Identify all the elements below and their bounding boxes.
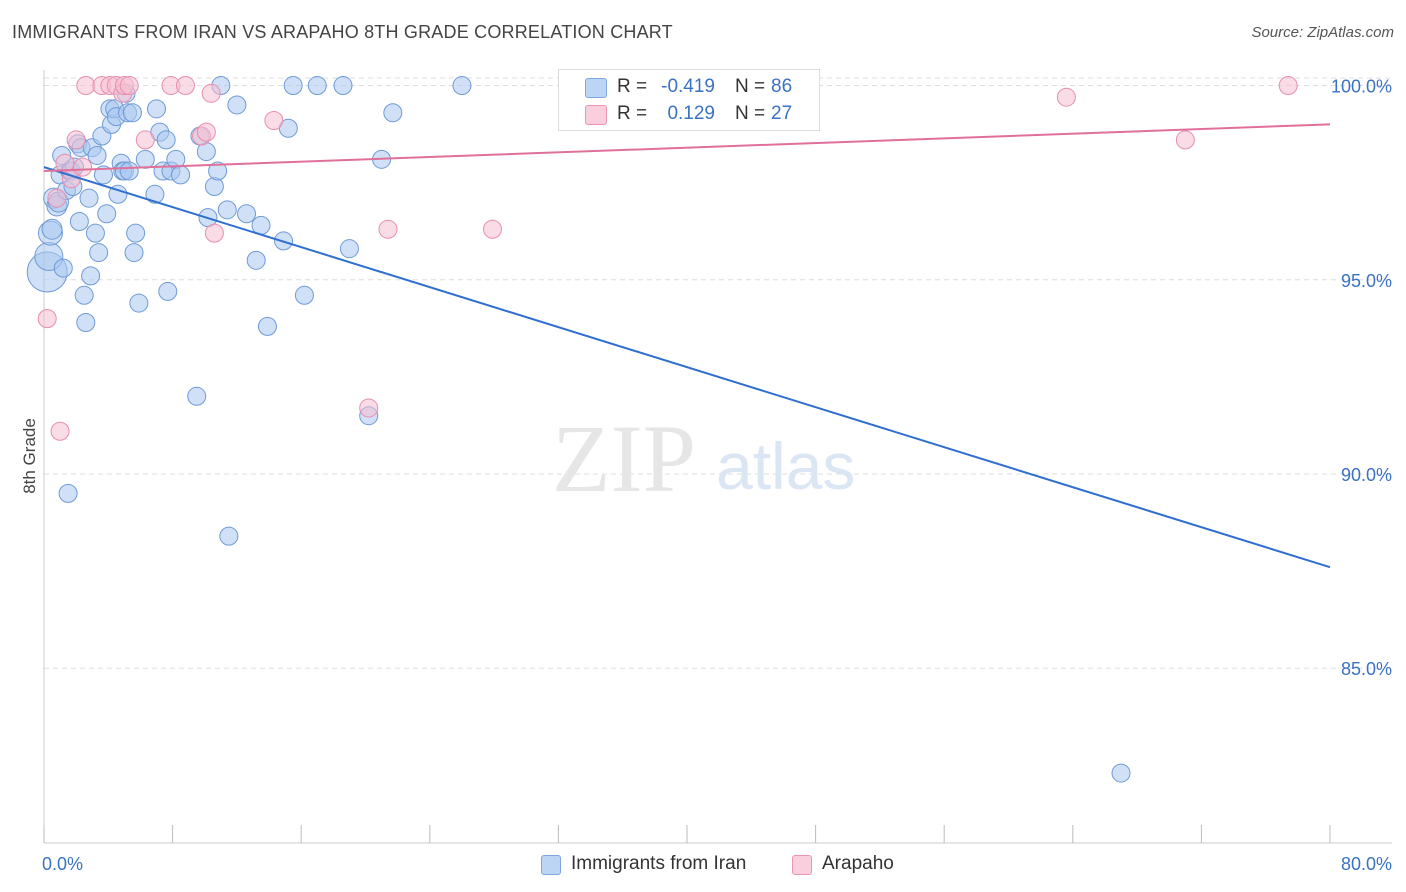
data-point	[208, 161, 228, 181]
data-point	[37, 309, 57, 329]
series-legend-swatch-blue	[541, 855, 561, 875]
data-point	[87, 145, 107, 165]
y-axis-title: 8th Grade	[20, 418, 39, 494]
data-point	[135, 130, 155, 150]
data-point	[79, 188, 99, 208]
legend-swatch-pink	[585, 105, 607, 125]
data-point	[93, 165, 113, 185]
data-point	[264, 110, 284, 130]
data-point	[1278, 76, 1298, 96]
legend-n-value: 86	[771, 76, 793, 97]
series-immigrants-from-iran	[26, 76, 1131, 783]
data-point	[129, 293, 149, 313]
legend-n-value: 27	[771, 103, 793, 124]
x-tick-label: 80.0%	[1341, 854, 1392, 874]
data-point	[237, 204, 257, 224]
series-legend: Immigrants from Iran Arapaho	[0, 852, 1406, 878]
data-point	[158, 281, 178, 301]
grid-lines	[44, 77, 1392, 669]
data-point	[217, 200, 237, 220]
data-point	[145, 184, 165, 204]
data-point	[108, 184, 128, 204]
legend-r-label: R =	[617, 76, 648, 97]
tick-labels: 85.0% 90.0% 95.0% 100.0% 0.0% 80.0%	[42, 77, 1392, 874]
data-point	[47, 188, 67, 208]
data-point	[74, 285, 94, 305]
source-note: Source: ZipAtlas.com	[1251, 24, 1394, 41]
data-point	[196, 122, 216, 142]
trend-lines	[43, 123, 1331, 569]
legend-n-label: N =	[735, 76, 766, 97]
data-point	[85, 223, 105, 243]
data-point	[122, 103, 142, 123]
y-tick-label: 100.0%	[1331, 77, 1392, 97]
watermark: ZIP atlas	[552, 405, 855, 512]
y-tick-label: 95.0%	[1341, 271, 1392, 291]
data-point	[89, 243, 109, 263]
trend-line-iran	[43, 166, 1331, 569]
data-point	[204, 177, 224, 197]
data-point	[171, 165, 191, 185]
data-point	[1111, 763, 1131, 783]
data-point	[66, 130, 86, 150]
data-point	[58, 483, 78, 503]
data-point	[187, 386, 207, 406]
data-point	[81, 266, 101, 286]
data-point	[333, 76, 353, 96]
legend-n-label: N =	[735, 103, 766, 124]
data-point	[201, 83, 221, 103]
data-point	[219, 526, 239, 546]
series-legend-label: Immigrants from Iran	[571, 853, 747, 874]
x-tick-label: 0.0%	[42, 854, 83, 874]
data-point	[383, 103, 403, 123]
data-point	[126, 223, 146, 243]
data-point	[339, 239, 359, 259]
data-point	[1056, 87, 1076, 107]
data-point	[73, 157, 93, 177]
watermark-zip: ZIP	[552, 405, 696, 512]
data-point	[147, 99, 167, 119]
data-point	[378, 219, 398, 239]
series-legend-swatch-pink	[792, 855, 812, 875]
data-point	[119, 161, 139, 181]
data-point	[482, 219, 502, 239]
data-point	[53, 258, 73, 278]
y-tick-label: 85.0%	[1341, 659, 1392, 679]
data-point	[204, 223, 224, 243]
data-point	[76, 76, 96, 96]
data-point	[69, 211, 89, 231]
chart-title: IMMIGRANTS FROM IRAN VS ARAPAHO 8TH GRAD…	[12, 22, 673, 42]
data-point	[307, 76, 327, 96]
data-point	[257, 316, 277, 336]
legend-r-value: 0.129	[667, 103, 715, 124]
legend-r-value: -0.419	[661, 76, 715, 97]
data-point	[41, 218, 63, 240]
y-tick-label: 90.0%	[1341, 465, 1392, 485]
data-point	[135, 149, 155, 169]
legend-swatch-blue	[585, 78, 607, 98]
data-point	[119, 76, 139, 96]
data-point	[359, 398, 379, 418]
data-point	[156, 130, 176, 150]
data-point	[452, 76, 472, 96]
data-point	[76, 312, 96, 332]
data-point	[283, 76, 303, 96]
series-arapaho	[37, 76, 1298, 441]
correlation-legend: R = -0.419 N = 86 R = 0.129 N = 27	[558, 69, 820, 131]
legend-r-label: R =	[617, 103, 648, 124]
data-point	[246, 250, 266, 270]
data-point	[294, 285, 314, 305]
watermark-atlas: atlas	[716, 429, 855, 503]
data-point	[175, 76, 195, 96]
data-point	[97, 204, 117, 224]
data-point	[124, 243, 144, 263]
data-point	[50, 421, 70, 441]
trend-line-arapaho	[43, 123, 1331, 172]
data-point	[227, 95, 247, 115]
series-legend-label: Arapaho	[822, 853, 894, 874]
data-point	[1175, 130, 1195, 150]
